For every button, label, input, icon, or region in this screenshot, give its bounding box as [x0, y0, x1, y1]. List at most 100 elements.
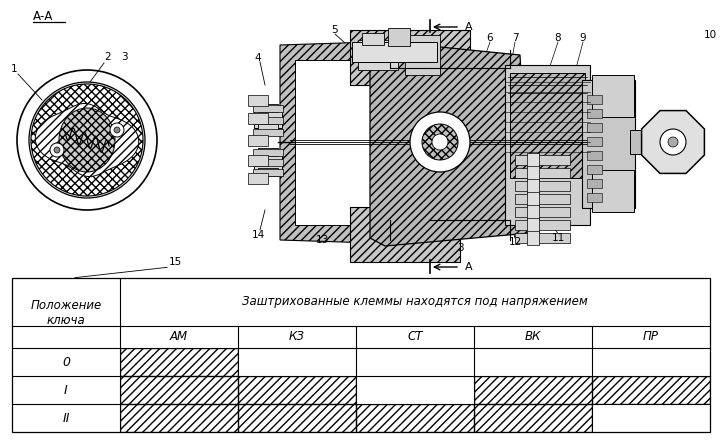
- Bar: [238, 377, 356, 404]
- Circle shape: [432, 134, 448, 150]
- Text: 15: 15: [168, 257, 181, 267]
- Bar: [258, 104, 278, 112]
- Bar: [405, 35, 440, 75]
- Bar: [253, 105, 283, 112]
- Bar: [587, 165, 602, 174]
- Bar: [515, 155, 570, 165]
- Bar: [515, 207, 570, 217]
- Text: Положение
ключа: Положение ключа: [30, 299, 102, 327]
- Circle shape: [29, 82, 145, 198]
- Bar: [254, 108, 282, 128]
- Text: 1: 1: [11, 64, 17, 74]
- Bar: [388, 28, 410, 46]
- Bar: [258, 168, 278, 176]
- Text: 0: 0: [62, 355, 70, 369]
- Text: 3: 3: [456, 243, 463, 253]
- Circle shape: [17, 70, 157, 210]
- Bar: [587, 151, 602, 160]
- Bar: [587, 193, 602, 202]
- Text: 4: 4: [255, 53, 261, 63]
- Circle shape: [110, 123, 124, 137]
- Bar: [527, 205, 539, 219]
- Text: 2: 2: [104, 52, 112, 62]
- Bar: [527, 153, 539, 167]
- Bar: [527, 218, 539, 232]
- Bar: [587, 179, 602, 188]
- Bar: [362, 33, 384, 45]
- Bar: [515, 194, 570, 204]
- Text: 12: 12: [508, 237, 521, 247]
- Text: 13: 13: [315, 235, 328, 245]
- Circle shape: [660, 129, 686, 155]
- Text: 7: 7: [512, 33, 518, 43]
- Bar: [350, 30, 470, 85]
- Bar: [587, 137, 602, 146]
- Text: Заштрихованные клеммы находятся под напряжением: Заштрихованные клеммы находятся под напр…: [242, 295, 588, 308]
- Bar: [350, 207, 460, 262]
- Bar: [527, 166, 539, 180]
- Bar: [582, 80, 635, 208]
- Text: 8: 8: [554, 33, 562, 43]
- Bar: [253, 129, 283, 136]
- Bar: [515, 233, 570, 243]
- Bar: [474, 404, 592, 431]
- Bar: [258, 148, 278, 156]
- Circle shape: [668, 137, 678, 147]
- Bar: [515, 168, 570, 178]
- Bar: [358, 40, 398, 70]
- Polygon shape: [370, 42, 530, 246]
- Bar: [593, 377, 709, 404]
- Bar: [505, 65, 590, 225]
- Bar: [248, 113, 268, 124]
- Bar: [587, 123, 602, 132]
- Text: А: А: [465, 22, 472, 32]
- Text: АМ: АМ: [170, 330, 188, 343]
- Polygon shape: [35, 104, 139, 176]
- Bar: [120, 377, 238, 404]
- Bar: [254, 152, 282, 172]
- Bar: [510, 73, 585, 178]
- Circle shape: [54, 147, 60, 153]
- Bar: [238, 404, 356, 431]
- Text: КЗ: КЗ: [289, 330, 305, 343]
- Bar: [258, 124, 278, 132]
- Text: СТ: СТ: [408, 330, 423, 343]
- Text: ПР: ПР: [643, 330, 659, 343]
- Bar: [527, 192, 539, 206]
- Bar: [253, 169, 283, 176]
- Bar: [630, 130, 658, 154]
- Bar: [356, 404, 474, 431]
- Bar: [120, 349, 238, 376]
- Bar: [248, 95, 268, 106]
- Text: А-А: А-А: [33, 9, 53, 23]
- Bar: [527, 231, 539, 245]
- Bar: [12, 278, 710, 432]
- Text: 3: 3: [121, 52, 127, 62]
- Bar: [592, 170, 634, 212]
- Bar: [352, 42, 437, 62]
- Polygon shape: [280, 40, 435, 245]
- Bar: [527, 179, 539, 193]
- Text: 14: 14: [251, 230, 265, 240]
- Bar: [253, 117, 283, 124]
- Ellipse shape: [59, 108, 115, 172]
- Bar: [248, 155, 268, 166]
- Bar: [515, 220, 570, 230]
- Text: 10: 10: [703, 30, 716, 40]
- Bar: [253, 149, 283, 156]
- Text: ВК: ВК: [525, 330, 541, 343]
- Bar: [253, 159, 283, 166]
- Bar: [587, 95, 602, 104]
- Circle shape: [50, 143, 64, 157]
- Circle shape: [422, 124, 458, 160]
- Circle shape: [31, 84, 143, 196]
- Circle shape: [410, 112, 470, 172]
- Text: А: А: [465, 262, 472, 272]
- Bar: [248, 135, 268, 146]
- Text: 9: 9: [580, 33, 586, 43]
- Bar: [248, 173, 268, 184]
- Text: II: II: [62, 412, 70, 424]
- Bar: [592, 75, 634, 117]
- Text: 5: 5: [332, 25, 338, 35]
- Text: I: I: [64, 384, 68, 396]
